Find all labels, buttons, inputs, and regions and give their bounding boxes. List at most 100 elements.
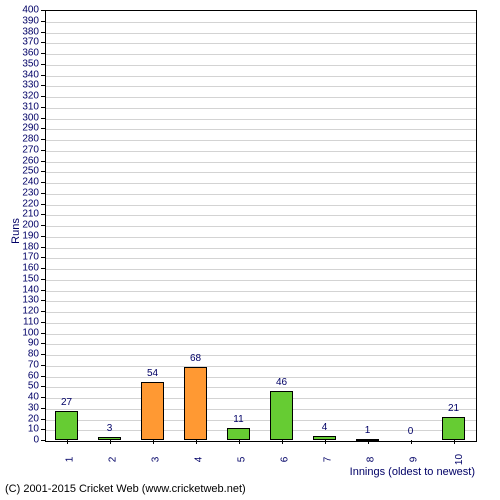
grid-line	[46, 205, 476, 206]
y-tick-label: 360	[0, 48, 39, 59]
y-tick-label: 120	[0, 306, 39, 317]
x-tick-label: 4	[193, 457, 204, 463]
y-tick-mark	[41, 53, 45, 54]
grid-line	[46, 398, 476, 399]
y-tick-mark	[41, 214, 45, 215]
grid-line	[46, 97, 476, 98]
x-tick-label: 7	[322, 457, 333, 463]
grid-line	[46, 183, 476, 184]
y-tick-label: 90	[0, 338, 39, 349]
x-tick-mark	[282, 440, 283, 444]
grid-line	[46, 323, 476, 324]
y-tick-label: 250	[0, 166, 39, 177]
grid-line	[46, 258, 476, 259]
y-tick-label: 270	[0, 144, 39, 155]
grid-line	[46, 366, 476, 367]
grid-line	[46, 22, 476, 23]
x-tick-label: 6	[279, 457, 290, 463]
grid-line	[46, 108, 476, 109]
grid-line	[46, 409, 476, 410]
y-tick-mark	[41, 171, 45, 172]
grid-line	[46, 420, 476, 421]
y-tick-label: 330	[0, 80, 39, 91]
grid-line	[46, 215, 476, 216]
y-tick-mark	[41, 343, 45, 344]
x-tick-label: 3	[150, 457, 161, 463]
y-tick-mark	[41, 376, 45, 377]
grid-line	[46, 172, 476, 173]
grid-line	[46, 334, 476, 335]
grid-line	[46, 269, 476, 270]
y-tick-label: 140	[0, 284, 39, 295]
y-tick-label: 110	[0, 316, 39, 327]
x-axis-label: Innings (oldest to newest)	[350, 466, 475, 478]
grid-line	[46, 237, 476, 238]
y-tick-mark	[41, 118, 45, 119]
bar	[184, 367, 208, 440]
x-tick-label: 10	[454, 454, 465, 465]
grid-line	[46, 344, 476, 345]
grid-line	[46, 355, 476, 356]
y-tick-label: 280	[0, 134, 39, 145]
bar	[442, 417, 466, 440]
y-tick-mark	[41, 204, 45, 205]
y-tick-label: 50	[0, 381, 39, 392]
y-tick-mark	[41, 96, 45, 97]
y-tick-label: 320	[0, 91, 39, 102]
y-tick-mark	[41, 365, 45, 366]
y-tick-label: 20	[0, 413, 39, 424]
y-tick-mark	[41, 21, 45, 22]
y-tick-mark	[41, 150, 45, 151]
bar	[227, 428, 251, 440]
grid-line	[46, 280, 476, 281]
y-tick-mark	[41, 139, 45, 140]
y-tick-mark	[41, 279, 45, 280]
x-tick-label: 2	[107, 457, 118, 463]
y-tick-label: 300	[0, 112, 39, 123]
grid-line	[46, 33, 476, 34]
x-tick-mark	[67, 440, 68, 444]
y-tick-label: 130	[0, 295, 39, 306]
y-tick-mark	[41, 85, 45, 86]
y-tick-mark	[41, 182, 45, 183]
grid-line	[46, 301, 476, 302]
y-tick-mark	[41, 311, 45, 312]
y-tick-mark	[41, 32, 45, 33]
x-tick-mark	[239, 440, 240, 444]
y-tick-mark	[41, 42, 45, 43]
grid-line	[46, 140, 476, 141]
chart-container: Runs Innings (oldest to newest) (C) 2001…	[0, 0, 500, 500]
bar	[141, 382, 165, 440]
y-tick-mark	[41, 333, 45, 334]
y-tick-label: 370	[0, 37, 39, 48]
grid-line	[46, 387, 476, 388]
x-tick-label: 1	[64, 457, 75, 463]
y-tick-label: 170	[0, 252, 39, 263]
y-tick-mark	[41, 322, 45, 323]
grid-line	[46, 248, 476, 249]
y-tick-mark	[41, 225, 45, 226]
y-tick-label: 100	[0, 327, 39, 338]
y-tick-mark	[41, 10, 45, 11]
grid-line	[46, 151, 476, 152]
grid-line	[46, 76, 476, 77]
grid-line	[46, 162, 476, 163]
bar-value-label: 11	[233, 414, 243, 425]
y-tick-mark	[41, 193, 45, 194]
plot-area	[45, 10, 477, 442]
y-tick-label: 310	[0, 101, 39, 112]
y-tick-label: 10	[0, 424, 39, 435]
y-tick-label: 210	[0, 209, 39, 220]
x-tick-label: 8	[365, 457, 376, 463]
y-tick-label: 240	[0, 177, 39, 188]
y-tick-mark	[41, 408, 45, 409]
y-tick-label: 340	[0, 69, 39, 80]
y-tick-label: 400	[0, 5, 39, 16]
y-tick-mark	[41, 440, 45, 441]
y-tick-mark	[41, 107, 45, 108]
bar-value-label: 68	[190, 353, 201, 364]
x-tick-mark	[368, 440, 369, 444]
y-tick-label: 220	[0, 198, 39, 209]
y-tick-label: 60	[0, 370, 39, 381]
copyright-text: (C) 2001-2015 Cricket Web (www.cricketwe…	[5, 483, 246, 495]
